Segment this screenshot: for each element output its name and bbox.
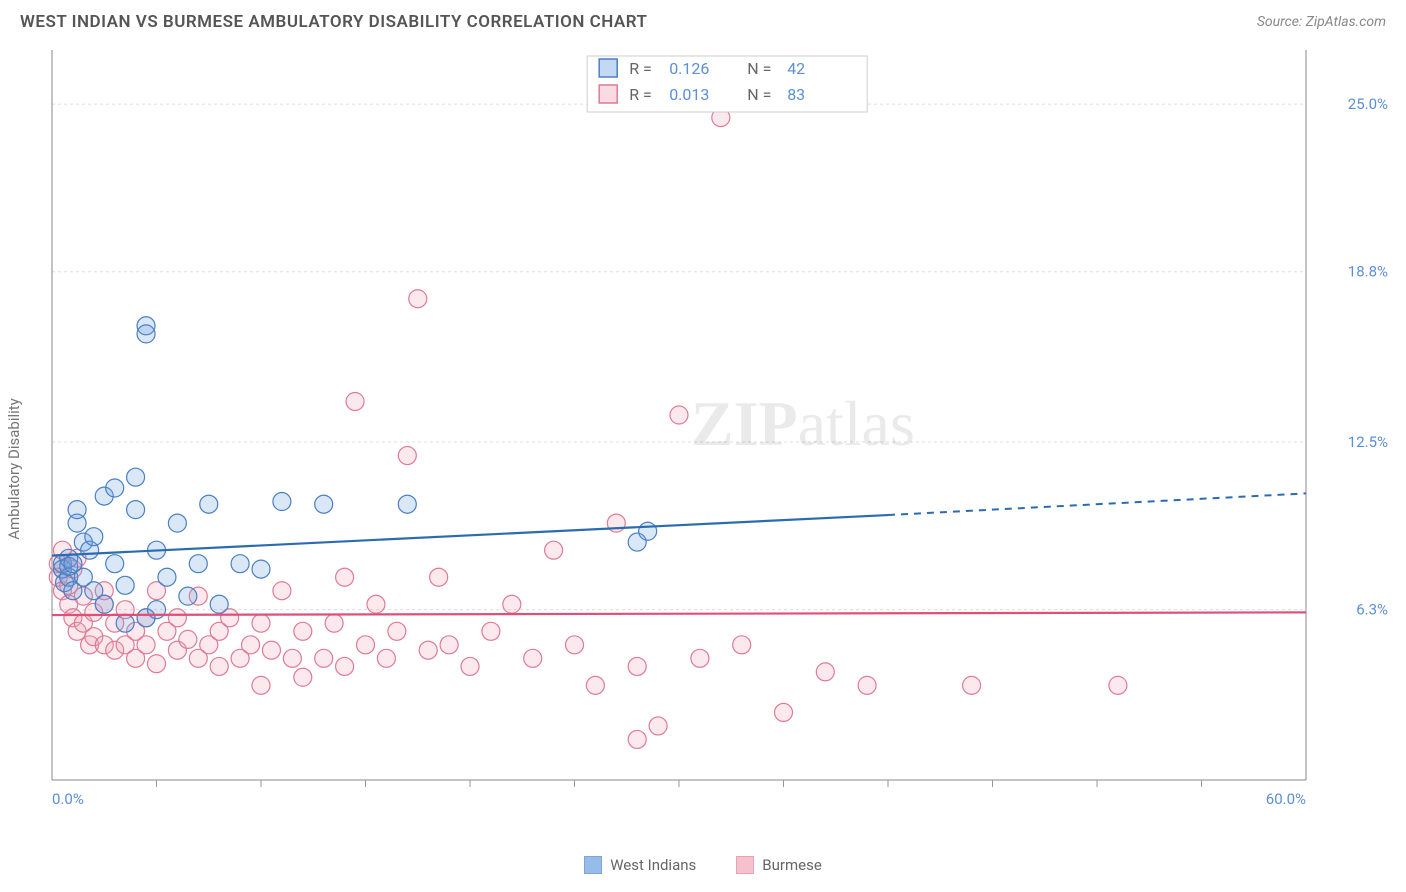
svg-text:6.3%: 6.3%: [1356, 601, 1388, 619]
legend-label-burmese: Burmese: [762, 856, 822, 874]
svg-text:42: 42: [787, 59, 805, 78]
source-name: ZipAtlas.com: [1306, 14, 1386, 30]
svg-text:N =: N =: [747, 85, 771, 104]
source-attribution: Source: ZipAtlas.com: [1257, 14, 1386, 30]
svg-text:ZIPatlas: ZIPatlas: [691, 388, 915, 459]
scatter-plot: 6.3% 12.5% 18.8% 25.0% 0.0% 60.0% ZIPatlas R = 0…: [48, 50, 1396, 810]
svg-text:0.126: 0.126: [669, 59, 709, 78]
chart-title: WEST INDIAN VS BURMESE AMBULATORY DISABI…: [20, 12, 648, 32]
svg-text:83: 83: [787, 85, 805, 104]
svg-text:0.013: 0.013: [669, 85, 709, 104]
legend-item-burmese: Burmese: [736, 856, 822, 874]
legend-swatch-burmese: [736, 856, 754, 874]
legend-swatch-west-indians: [584, 856, 602, 874]
legend-item-west-indians: West Indians: [584, 856, 696, 874]
svg-text:25.0%: 25.0%: [1348, 95, 1388, 113]
svg-text:R =: R =: [629, 59, 652, 78]
bottom-legend: West Indians Burmese: [0, 856, 1406, 874]
svg-text:N =: N =: [747, 59, 771, 78]
svg-text:0.0%: 0.0%: [52, 790, 84, 808]
svg-text:R =: R =: [629, 85, 652, 104]
source-label: Source:: [1257, 14, 1306, 30]
legend-label-west-indians: West Indians: [610, 856, 696, 874]
svg-text:18.8%: 18.8%: [1348, 263, 1388, 281]
y-axis-label: Ambulatory Disability: [5, 398, 23, 540]
svg-text:12.5%: 12.5%: [1348, 433, 1388, 451]
svg-text:60.0%: 60.0%: [1266, 790, 1306, 808]
